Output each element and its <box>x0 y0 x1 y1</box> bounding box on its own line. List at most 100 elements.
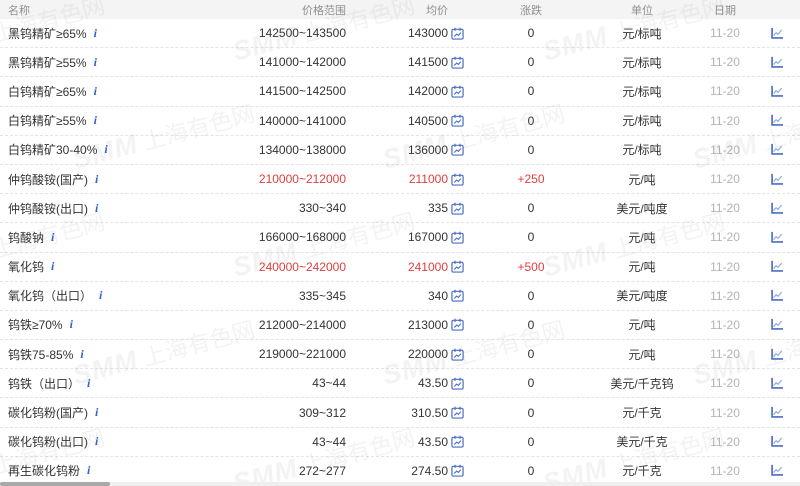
table-row: 氧化钨 i 240000~242000 241000 +500 元/吨 11-2… <box>0 253 800 282</box>
history-price-icon[interactable] <box>450 231 464 244</box>
quote-date: 11-20 <box>710 405 740 420</box>
table-row: 碳化钨粉(国产) i 309~312 310.50 0 元/千克 11-20 <box>0 398 800 428</box>
quote-date: 11-20 <box>710 259 740 274</box>
product-name: 仲钨酸铵(出口) <box>8 201 88 216</box>
history-price-icon[interactable] <box>450 318 464 332</box>
history-price-icon[interactable] <box>450 348 464 361</box>
quote-date: 11-20 <box>710 347 740 362</box>
price-range: 330~340 <box>298 201 346 216</box>
average-price: 143000 <box>407 26 448 41</box>
info-icon[interactable]: i <box>104 142 108 157</box>
history-price-icon[interactable] <box>450 377 464 390</box>
table-row: 仲钨酸铵(出口) i 330~340 335 0 美元/吨度 11-20 <box>0 194 800 224</box>
header-change: 涨跌 <box>520 4 542 17</box>
trend-chart-icon[interactable] <box>770 406 784 419</box>
trend-chart-icon[interactable] <box>770 464 784 477</box>
price-change: 0 <box>527 113 535 128</box>
info-icon[interactable]: i <box>51 229 55 244</box>
price-change: 0 <box>527 376 535 391</box>
table-row: 黑钨精矿≥65% i 142500~143500 143000 0 元/标吨 1… <box>0 19 800 49</box>
info-icon[interactable]: i <box>93 83 97 98</box>
info-icon[interactable]: i <box>95 171 99 186</box>
info-icon[interactable]: i <box>99 288 103 303</box>
scrollbar-thumb[interactable] <box>0 482 110 486</box>
table-row: 氧化钨（出口） i 335~345 340 0 美元/吨度 11-20 <box>0 282 800 311</box>
info-icon[interactable]: i <box>51 259 55 274</box>
table-row: 仲钨酸铵(国产) i 210000~212000 211000 +250 元/吨… <box>0 165 800 195</box>
quote-date: 11-20 <box>710 113 740 128</box>
price-range: 166000~168000 <box>258 230 346 245</box>
unit: 美元/千克 <box>616 435 668 450</box>
product-name: 氧化钨 <box>8 260 45 275</box>
quote-date: 11-20 <box>710 172 740 187</box>
history-price-icon[interactable] <box>450 464 464 478</box>
unit: 美元/吨度 <box>616 201 668 216</box>
average-price: 213000 <box>407 317 448 332</box>
trend-chart-icon[interactable] <box>770 143 784 156</box>
average-price: 274.50 <box>411 463 448 478</box>
trend-chart-icon[interactable] <box>770 85 784 98</box>
trend-chart-icon[interactable] <box>770 27 784 40</box>
product-name: 白钨精矿≥55% <box>8 114 87 129</box>
trend-chart-icon[interactable] <box>770 260 784 273</box>
price-range: 219000~221000 <box>258 347 346 362</box>
trend-chart-icon[interactable] <box>770 318 784 331</box>
info-icon[interactable]: i <box>93 54 97 69</box>
history-price-icon[interactable] <box>450 114 464 127</box>
header-date: 日期 <box>714 4 736 17</box>
info-icon[interactable]: i <box>87 463 91 478</box>
history-price-icon[interactable] <box>450 406 464 419</box>
average-price: 310.50 <box>411 405 448 420</box>
unit: 元/标吨 <box>622 55 662 70</box>
info-icon[interactable]: i <box>87 375 91 390</box>
price-range: 141000~142000 <box>258 55 346 70</box>
history-price-icon[interactable] <box>450 173 464 186</box>
trend-chart-icon[interactable] <box>770 231 784 244</box>
unit: 元/千克 <box>622 464 662 479</box>
average-price: 340 <box>427 288 448 303</box>
trend-chart-icon[interactable] <box>770 56 784 69</box>
info-icon[interactable]: i <box>95 434 99 449</box>
history-price-icon[interactable] <box>450 143 464 157</box>
header-unit: 单位 <box>631 4 653 17</box>
trend-chart-icon[interactable] <box>770 289 784 302</box>
average-price: 220000 <box>407 347 448 362</box>
history-price-icon[interactable] <box>450 85 464 98</box>
product-name: 白钨精矿≥65% <box>8 84 87 99</box>
trend-chart-icon[interactable] <box>770 348 784 361</box>
trend-chart-icon[interactable] <box>770 202 784 215</box>
table-row: 钨铁75-85% i 219000~221000 220000 0 元/吨 11… <box>0 340 800 370</box>
history-price-icon[interactable] <box>450 435 464 448</box>
info-icon[interactable]: i <box>69 317 73 332</box>
quote-date: 11-20 <box>710 317 740 332</box>
quote-date: 11-20 <box>710 288 740 303</box>
header-range: 价格范围 <box>302 4 346 17</box>
info-icon[interactable]: i <box>93 25 97 40</box>
average-price: 141500 <box>407 55 448 70</box>
horizontal-scrollbar[interactable] <box>0 482 800 486</box>
unit: 元/标吨 <box>622 26 662 41</box>
quote-date: 11-20 <box>710 26 740 41</box>
quote-date: 11-20 <box>710 142 740 157</box>
table-row: 黑钨精矿≥55% i 141000~142000 141500 0 元/标吨 1… <box>0 48 800 78</box>
product-name: 黑钨精矿≥65% <box>8 26 87 41</box>
info-icon[interactable]: i <box>93 113 97 128</box>
history-price-icon[interactable] <box>450 56 464 69</box>
product-name: 钨酸钠 <box>8 230 45 245</box>
history-price-icon[interactable] <box>450 202 464 215</box>
info-icon[interactable]: i <box>95 405 99 420</box>
price-range: 142500~143500 <box>258 26 346 41</box>
average-price: 335 <box>427 201 448 216</box>
price-change: 0 <box>527 405 535 420</box>
history-price-icon[interactable] <box>450 27 464 40</box>
trend-chart-icon[interactable] <box>770 377 784 390</box>
trend-chart-icon[interactable] <box>770 114 784 127</box>
quote-date: 11-20 <box>710 84 740 99</box>
average-price: 241000 <box>407 259 448 274</box>
info-icon[interactable]: i <box>95 200 99 215</box>
trend-chart-icon[interactable] <box>770 173 784 186</box>
history-price-icon[interactable] <box>450 289 464 302</box>
history-price-icon[interactable] <box>450 260 464 273</box>
info-icon[interactable]: i <box>80 346 84 361</box>
trend-chart-icon[interactable] <box>770 435 784 448</box>
